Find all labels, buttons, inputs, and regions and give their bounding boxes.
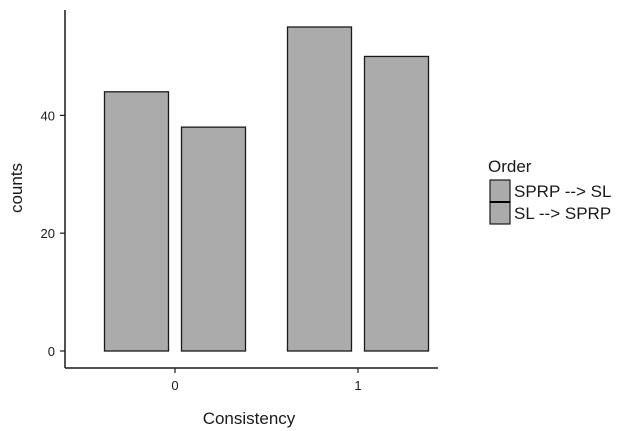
- y-axis-ticks: 0 20 40: [41, 108, 65, 359]
- plot-area: [103, 26, 430, 352]
- y-tick-label: 40: [41, 108, 55, 123]
- legend-label-1: SPRP --> SL: [514, 182, 611, 201]
- bar-0-series-1: [103, 91, 170, 352]
- legend-label-2: SL --> SPRP: [514, 204, 611, 223]
- x-tick-label: 0: [171, 378, 178, 393]
- legend-title: Order: [488, 157, 532, 176]
- x-tick-label: 1: [354, 378, 361, 393]
- legend: Order SPRP --> SL SL --> SPRP: [488, 157, 611, 225]
- bar-1-series-1: [286, 26, 353, 352]
- bar-1-series-2: [363, 55, 430, 352]
- bar-0-series-2: [180, 126, 247, 352]
- x-axis-title: Consistency: [203, 409, 296, 428]
- y-axis-title: counts: [7, 163, 26, 213]
- y-tick-label: 0: [48, 344, 55, 359]
- legend-key-2: [489, 201, 511, 225]
- legend-key-1: [489, 179, 511, 203]
- y-tick-label: 20: [41, 226, 55, 241]
